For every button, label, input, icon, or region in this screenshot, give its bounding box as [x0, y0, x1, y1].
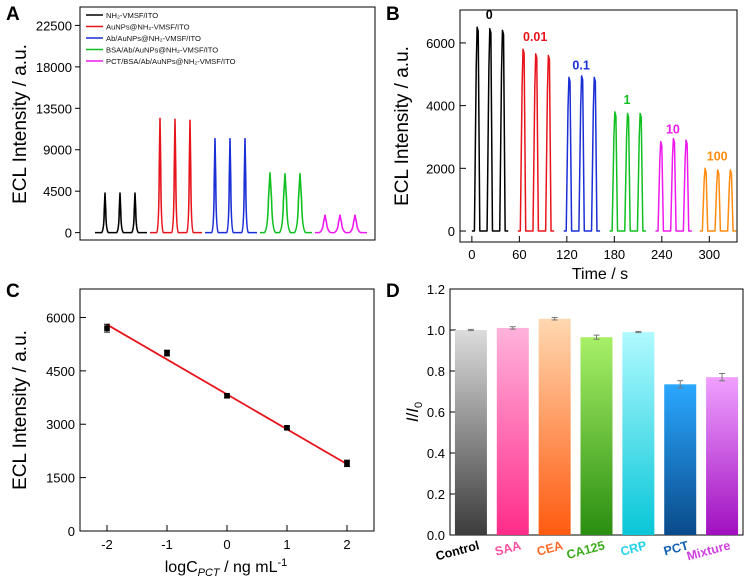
- y-tick-label: 13500: [36, 101, 72, 116]
- y-tick-label: 1.2: [427, 282, 445, 297]
- ecl-trace-1: [609, 111, 646, 232]
- ecl-trace-0.1: [563, 75, 601, 232]
- y-tick-label: 0.8: [427, 364, 445, 379]
- legend-label-2: AuNPs@NH₂-VMSF/ITO: [106, 23, 190, 32]
- x-label-unit: / ng mL: [220, 559, 278, 576]
- y-tick-label: 4000: [426, 99, 455, 114]
- ecl-trace-3: [205, 137, 257, 234]
- bar-control: [454, 330, 487, 535]
- y-tick-label: 4500: [46, 364, 75, 379]
- x-tick-label: 180: [603, 247, 625, 262]
- y-tick-label: 1500: [46, 471, 75, 486]
- y-tick-label: 0.0: [427, 528, 445, 543]
- y-tick-label: 0.6: [427, 405, 445, 420]
- y-tick-label: 0: [65, 226, 72, 241]
- panel-c-chart: ECL Intensity / a.u. logCPCT / ng mL-1 0…: [10, 288, 375, 579]
- panel-a-chart: ECL Intensity / a.u. 0 4500 9000 13500 18000…: [10, 6, 376, 241]
- data-point: [344, 460, 350, 467]
- panel-c-x-axis-label: logCPCT / ng mL-1: [165, 557, 288, 579]
- panel-d-y-axis-label: I/I0: [403, 402, 425, 422]
- y-label-i0: I: [403, 408, 422, 413]
- bar-crp: [622, 332, 655, 535]
- y-label-slash: /: [403, 412, 422, 417]
- panel-b-y-axis-label: ECL Intensity / a.u.: [392, 46, 413, 206]
- concentration-label: 10: [666, 123, 680, 137]
- legend-label-5: PCT/BSA/Ab/AuNPs@NH₂-VMSF/ITO: [106, 57, 236, 66]
- y-tick-label: 0: [448, 224, 455, 239]
- y-tick-label: 22500: [36, 18, 72, 33]
- ecl-trace-10: [655, 137, 692, 232]
- ecl-trace-4: [260, 171, 312, 234]
- y-tick-label: 6000: [426, 36, 455, 51]
- ecl-trace-0.01: [517, 48, 555, 232]
- category-label: CA125: [565, 538, 606, 562]
- ecl-trace-0: [471, 26, 509, 232]
- panel-c-y-axis-label: ECL Intensity / a.u.: [10, 330, 31, 490]
- ecl-trace-2: [150, 117, 202, 234]
- panel-label-c: C: [6, 281, 20, 302]
- legend-label-4: BSA/Ab/AuNPs@NH₂-VMSF/ITO: [106, 46, 218, 55]
- x-tick-label: 2: [343, 537, 350, 552]
- data-point: [224, 392, 230, 399]
- bar-pct: [664, 384, 697, 535]
- bar-saa: [496, 327, 529, 535]
- concentration-label: 1: [624, 93, 631, 107]
- x-label-sub: PCT: [198, 567, 221, 579]
- panel-b-chart: ECL Intensity / a.u. Time / s 0 2000 4000 6…: [392, 8, 738, 283]
- panel-c-frame: [79, 288, 375, 532]
- y-label-sub: 0: [413, 402, 425, 408]
- ecl-trace-1: [95, 192, 147, 234]
- legend-label-1: NH₂-VMSF/ITO: [106, 11, 158, 20]
- concentration-label: 0: [486, 8, 493, 22]
- y-tick-label: 0.2: [427, 487, 445, 502]
- bar-cea: [538, 318, 571, 535]
- category-label: CRP: [619, 538, 648, 558]
- x-tick-label: 60: [512, 247, 526, 262]
- legend-label-3: Ab/AuNPs@NH₂-VMSF/ITO: [106, 34, 201, 43]
- x-label-sup: -1: [277, 557, 287, 569]
- category-label: PCT: [662, 538, 690, 558]
- bar-mixture: [706, 377, 739, 535]
- bar-ca125: [580, 337, 613, 535]
- x-tick-label: -2: [101, 537, 113, 552]
- y-tick-label: 18000: [36, 60, 72, 75]
- y-label-i: I: [403, 417, 422, 422]
- x-label-main: logC: [165, 559, 198, 576]
- data-point: [164, 350, 170, 356]
- y-tick-label: 1.0: [427, 323, 445, 338]
- y-tick-label: 3000: [46, 417, 75, 432]
- x-tick-label: 120: [556, 247, 578, 262]
- x-tick-label: 300: [698, 247, 720, 262]
- x-tick-label: 0: [468, 247, 475, 262]
- data-point: [104, 325, 110, 331]
- ecl-trace-100: [699, 167, 737, 232]
- category-label: Mixture: [685, 538, 732, 563]
- panel-label-d: D: [386, 281, 400, 302]
- x-tick-label: 240: [651, 247, 673, 262]
- data-point: [284, 424, 290, 431]
- concentration-label: 100: [707, 149, 728, 163]
- y-tick-label: 0: [68, 524, 75, 539]
- concentration-label: 0.01: [523, 30, 547, 44]
- category-label: CEA: [535, 538, 564, 558]
- ecl-trace-5: [315, 214, 367, 234]
- x-tick-label: 0: [223, 537, 230, 552]
- y-tick-label: 2000: [426, 161, 455, 176]
- panel-label-b: B: [386, 4, 400, 25]
- x-tick-label: -1: [161, 537, 173, 552]
- y-tick-label: 9000: [43, 143, 72, 158]
- panel-b-x-axis-label: Time / s: [572, 266, 628, 283]
- concentration-label: 0.1: [572, 58, 589, 72]
- panel-label-a: A: [6, 4, 20, 25]
- x-tick-label: 1: [283, 537, 290, 552]
- y-tick-label: 0.4: [427, 446, 445, 461]
- panel-d-chart: I/I0 0.00.20.40.60.81.01.2 Control SAA CEA…: [403, 282, 744, 563]
- category-label: SAA: [493, 538, 522, 558]
- y-tick-label: 4500: [43, 184, 72, 199]
- panel-a-frame: [79, 6, 376, 241]
- panel-b-frame: [459, 9, 738, 243]
- panel-a-y-axis-label: ECL Intensity / a.u.: [10, 44, 31, 204]
- y-tick-label: 6000: [46, 310, 75, 325]
